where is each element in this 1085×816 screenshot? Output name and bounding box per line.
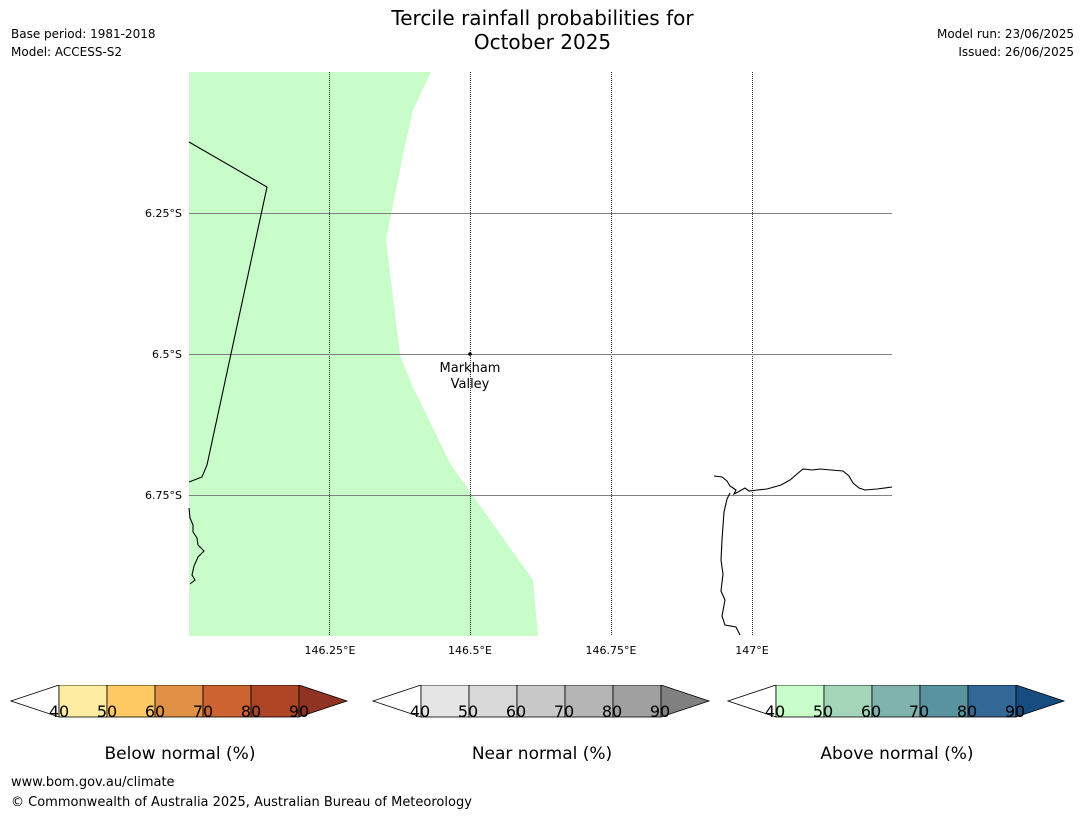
lat-label-6-75: 6.75°S bbox=[145, 489, 182, 502]
colorbar-extend-high bbox=[298, 685, 349, 718]
lon-label-146-75: 146.75°E bbox=[586, 644, 637, 657]
colorbar-below-normal bbox=[10, 685, 349, 718]
colorbar-segment bbox=[564, 685, 614, 718]
legend-near-tick-40: 40 bbox=[409, 702, 431, 721]
legend-below-tick-70: 70 bbox=[192, 702, 214, 721]
forecast-map: Markham Valley 6.25°S 6.5°S 6.75°S 146.2… bbox=[145, 72, 893, 657]
colorbar-segment bbox=[250, 685, 300, 718]
page-title: Tercile rainfall probabilities for Octob… bbox=[0, 6, 1085, 54]
issued-text: Issued: 26/06/2025 bbox=[958, 45, 1074, 59]
footer-url[interactable]: www.bom.gov.au/climate bbox=[11, 775, 175, 790]
header-left-meta: Base period: 1981-2018 Model: ACCESS-S2 bbox=[11, 25, 156, 61]
legend-below-normal: 40 50 60 70 80 90 Below normal (%) bbox=[10, 685, 350, 765]
lon-label-146-25: 146.25°E bbox=[305, 644, 356, 657]
colorbar-segment bbox=[106, 685, 156, 718]
legend-near-tick-90: 90 bbox=[649, 702, 671, 721]
colorbar-segment bbox=[468, 685, 518, 718]
legend-near-tick-70: 70 bbox=[553, 702, 575, 721]
colorbar-extend-high bbox=[660, 685, 711, 718]
legend-below-tick-50: 50 bbox=[96, 702, 118, 721]
model-text: Model: ACCESS-S2 bbox=[11, 45, 123, 59]
colorbar-segment bbox=[967, 685, 1017, 718]
legend-above-tick-80: 80 bbox=[956, 702, 978, 721]
lat-label-6-5: 6.5°S bbox=[152, 348, 182, 361]
legend-near-tick-80: 80 bbox=[601, 702, 623, 721]
legend-above-tick-70: 70 bbox=[908, 702, 930, 721]
colorbar-segment bbox=[775, 685, 825, 718]
legend-above-title: Above normal (%) bbox=[820, 744, 974, 764]
colorbar-segment bbox=[823, 685, 873, 718]
colorbar-segment bbox=[871, 685, 921, 718]
place-label-line-2: Valley bbox=[451, 377, 490, 392]
lat-gridlines bbox=[189, 213, 892, 496]
base-period-text: Base period: 1981-2018 bbox=[11, 27, 156, 41]
legend-near-tick-50: 50 bbox=[457, 702, 479, 721]
legend-above-tick-60: 60 bbox=[860, 702, 882, 721]
province-boundary-line bbox=[188, 141, 268, 483]
legend-above-normal: 40 50 60 70 80 90 Above normal (%) bbox=[727, 685, 1067, 765]
title-line-1: Tercile rainfall probabilities for bbox=[391, 6, 694, 30]
model-run-text: Model run: 23/06/2025 bbox=[936, 27, 1074, 41]
colorbar-segment bbox=[612, 685, 662, 718]
legend-above-tick-40: 40 bbox=[764, 702, 786, 721]
legend-below-tick-60: 60 bbox=[144, 702, 166, 721]
title-line-2: October 2025 bbox=[473, 30, 612, 54]
boundaries bbox=[188, 141, 893, 636]
lat-label-6-25: 6.25°S bbox=[145, 207, 182, 220]
colorbar-near-normal bbox=[372, 685, 711, 718]
colorbar-above-normal bbox=[727, 685, 1066, 718]
colorbar-segment bbox=[202, 685, 252, 718]
colorbar-segment bbox=[420, 685, 470, 718]
colorbar-extend-high bbox=[1015, 685, 1066, 718]
coastline-west-fragment bbox=[188, 507, 205, 585]
lon-label-147: 147°E bbox=[735, 644, 768, 657]
legend-below-tick-40: 40 bbox=[48, 702, 70, 721]
legend-below-tick-80: 80 bbox=[240, 702, 262, 721]
coastline-huon-gulf bbox=[713, 468, 893, 636]
legend-above-tick-50: 50 bbox=[812, 702, 834, 721]
footer-copyright: © Commonwealth of Australia 2025, Austra… bbox=[11, 795, 472, 810]
header-right-meta: Model run: 23/06/2025 Issued: 26/06/2025 bbox=[937, 25, 1074, 61]
colorbar-segment bbox=[516, 685, 566, 718]
legend-near-normal: 40 50 60 70 80 90 Near normal (%) bbox=[372, 685, 712, 765]
legend-below-title: Below normal (%) bbox=[104, 744, 256, 764]
legend-above-tick-90: 90 bbox=[1004, 702, 1026, 721]
place-label-line-1: Markham bbox=[440, 361, 501, 376]
legend-near-tick-60: 60 bbox=[505, 702, 527, 721]
lon-label-146-5: 146.5°E bbox=[448, 644, 492, 657]
legend-near-title: Near normal (%) bbox=[471, 744, 613, 764]
markham-valley-marker bbox=[468, 352, 472, 356]
legend-below-tick-90: 90 bbox=[288, 702, 310, 721]
colorbar-segment bbox=[154, 685, 204, 718]
